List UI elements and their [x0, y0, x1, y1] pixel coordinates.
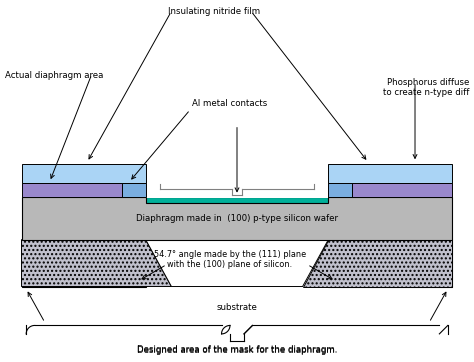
Text: Diaphragm made in  (100) p-type silicon wafer: Diaphragm made in (100) p-type silicon w…	[136, 214, 338, 223]
Bar	[21, 183, 122, 197]
Text: Insulating nitride film: Insulating nitride film	[167, 8, 260, 16]
Bar	[328, 164, 453, 183]
Text: Phosphorus diffuse
to create n-type diff: Phosphorus diffuse to create n-type diff	[383, 78, 469, 97]
Bar	[21, 197, 453, 240]
Text: Designed area of the mask for the diaphragm.: Designed area of the mask for the diaphr…	[137, 345, 337, 354]
Text: Al metal contacts: Al metal contacts	[192, 99, 268, 108]
Bar	[328, 240, 453, 287]
Text: Designed area of the mask for the diaphragm.: Designed area of the mask for the diaphr…	[137, 346, 337, 354]
Bar	[146, 197, 328, 203]
Text: Actual diaphragm area: Actual diaphragm area	[5, 71, 103, 80]
Bar	[352, 183, 453, 197]
Text: substrate: substrate	[217, 303, 257, 312]
Bar	[21, 240, 146, 287]
Bar	[146, 183, 328, 198]
Polygon shape	[146, 240, 328, 287]
Text: 54.7° angle made by the (111) plane
with the (100) plane of silicon.: 54.7° angle made by the (111) plane with…	[154, 250, 306, 269]
Polygon shape	[302, 240, 453, 287]
Polygon shape	[21, 240, 172, 287]
Bar	[328, 183, 352, 197]
Bar	[122, 183, 146, 197]
Bar	[21, 164, 146, 183]
